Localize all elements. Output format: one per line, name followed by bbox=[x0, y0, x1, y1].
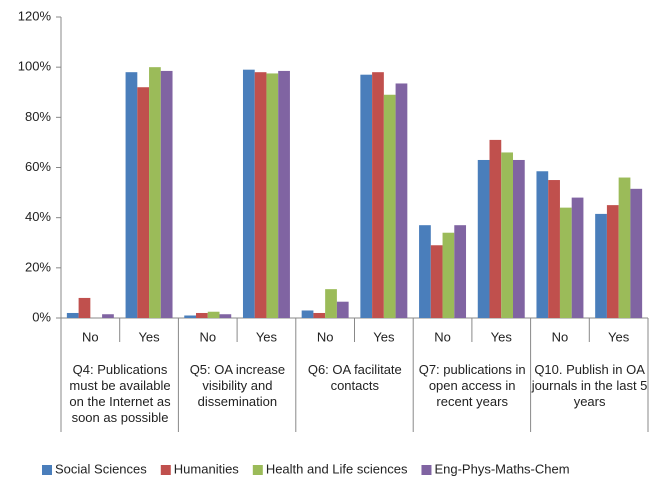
bar bbox=[301, 310, 314, 318]
legend-swatch bbox=[160, 465, 171, 475]
group-label: Q10. Publish in OA journals in the last … bbox=[531, 362, 648, 409]
y-tick-label: 120% bbox=[18, 8, 52, 23]
bar bbox=[125, 72, 138, 318]
y-tick-label: 60% bbox=[25, 159, 51, 174]
x-tick-label: No bbox=[82, 329, 99, 344]
bar bbox=[325, 289, 337, 318]
bar bbox=[430, 245, 443, 318]
bar bbox=[254, 72, 267, 318]
bar bbox=[102, 314, 114, 318]
x-tick-label: No bbox=[199, 329, 216, 344]
bar bbox=[266, 73, 279, 318]
x-tick-label: No bbox=[552, 329, 569, 344]
x-tick-label: Yes bbox=[608, 329, 630, 344]
bar bbox=[536, 171, 549, 318]
bar bbox=[419, 225, 431, 318]
legend-swatch bbox=[42, 465, 52, 475]
group-label: Q7: publications in open access in recen… bbox=[418, 362, 526, 409]
bar bbox=[184, 315, 197, 318]
bar bbox=[313, 312, 326, 318]
x-tick-label: Yes bbox=[138, 329, 160, 344]
x-tick-label: No bbox=[317, 329, 334, 344]
y-tick-label: 100% bbox=[18, 59, 52, 74]
x-tick-label: Yes bbox=[491, 329, 513, 344]
bar bbox=[477, 159, 490, 318]
bar bbox=[501, 152, 513, 318]
bar bbox=[278, 70, 290, 318]
bar bbox=[595, 213, 607, 318]
bar bbox=[442, 232, 455, 318]
bar bbox=[559, 207, 572, 318]
bar bbox=[395, 83, 408, 319]
y-tick-label: 40% bbox=[25, 209, 51, 224]
y-tick-label: 0% bbox=[32, 309, 51, 324]
group-label: Q5: OA increase visibility and dissemina… bbox=[189, 362, 286, 409]
bar bbox=[242, 69, 255, 318]
bar bbox=[606, 205, 619, 318]
bar bbox=[454, 225, 467, 318]
legend-swatch bbox=[252, 465, 263, 475]
bar bbox=[160, 70, 173, 318]
bar bbox=[196, 312, 208, 318]
x-tick-label: Yes bbox=[256, 329, 278, 344]
x-tick-label: Yes bbox=[373, 329, 395, 344]
legend-label: Health and Life sciences bbox=[266, 461, 408, 476]
legend-label: Social Sciences bbox=[55, 461, 147, 476]
x-tick-label: No bbox=[434, 329, 451, 344]
bar bbox=[149, 67, 161, 319]
bar bbox=[548, 180, 560, 318]
bar bbox=[372, 72, 384, 318]
bar bbox=[137, 87, 150, 318]
bar bbox=[207, 311, 220, 318]
bar bbox=[512, 159, 525, 318]
legend-label: Eng-Phys-Maths-Chem bbox=[434, 461, 569, 476]
bar bbox=[219, 314, 232, 318]
bar bbox=[630, 188, 643, 318]
bar bbox=[571, 197, 584, 318]
y-tick-label: 80% bbox=[25, 109, 51, 124]
bar bbox=[66, 312, 79, 318]
bar bbox=[618, 177, 631, 318]
legend-swatch bbox=[421, 465, 432, 475]
bar bbox=[383, 94, 396, 318]
bar bbox=[360, 74, 373, 318]
group-label: Q4: Publications must be available on th… bbox=[69, 362, 171, 425]
y-tick-label: 20% bbox=[25, 259, 51, 274]
group-label: Q6: OA facilitate contacts bbox=[307, 362, 402, 393]
bar bbox=[78, 297, 91, 318]
bar bbox=[336, 301, 349, 318]
bar bbox=[489, 139, 502, 318]
legend-label: Humanities bbox=[174, 461, 240, 476]
